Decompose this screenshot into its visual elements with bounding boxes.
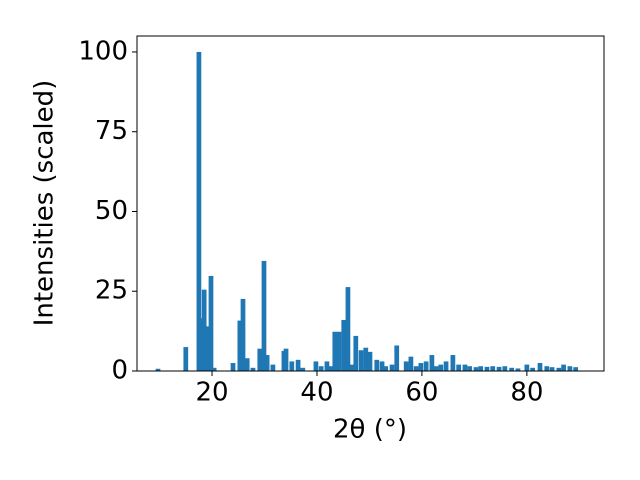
bar xyxy=(353,335,359,371)
y-tick-label: 0 xyxy=(111,356,128,386)
bar xyxy=(289,361,295,371)
bar xyxy=(561,364,566,371)
bar xyxy=(549,367,555,371)
bar xyxy=(524,364,530,371)
plot-frame xyxy=(136,35,605,372)
bar xyxy=(484,366,490,371)
bar xyxy=(318,366,324,371)
bar xyxy=(201,289,207,371)
bar xyxy=(358,350,364,371)
bar xyxy=(237,320,243,371)
bar xyxy=(467,366,473,371)
bar xyxy=(155,368,161,371)
bar xyxy=(423,361,429,371)
bar xyxy=(509,367,515,371)
bar xyxy=(240,298,246,371)
bar xyxy=(473,367,479,371)
y-tick-label: 25 xyxy=(95,276,128,306)
bar xyxy=(250,367,256,371)
bar xyxy=(211,367,217,371)
x-tick-label: 40 xyxy=(300,378,333,408)
bar xyxy=(328,366,334,371)
bar xyxy=(418,363,424,371)
bar xyxy=(208,275,214,371)
bar xyxy=(544,366,550,371)
bar xyxy=(490,366,496,371)
bar xyxy=(556,367,562,371)
bar xyxy=(204,326,210,371)
bar xyxy=(429,355,435,371)
bar xyxy=(230,363,236,371)
x-tick-label: 60 xyxy=(405,378,438,408)
bar xyxy=(379,361,385,371)
x-tick-label: 80 xyxy=(510,378,543,408)
bar xyxy=(403,361,409,371)
bar xyxy=(462,364,468,371)
bar xyxy=(502,366,508,371)
bar xyxy=(408,356,414,371)
x-axis-label: 2θ (°) xyxy=(333,415,407,445)
bar xyxy=(389,364,395,371)
bar xyxy=(537,363,543,371)
bar xyxy=(374,359,380,371)
bar xyxy=(283,348,289,371)
bar xyxy=(332,331,338,371)
y-tick-label: 50 xyxy=(95,196,128,226)
bar xyxy=(198,318,204,371)
x-tick-label: 20 xyxy=(195,378,228,408)
bar xyxy=(341,319,347,371)
y-tick-label: 75 xyxy=(95,116,128,146)
bar xyxy=(478,366,484,371)
bar xyxy=(567,366,573,371)
bar xyxy=(383,366,389,371)
bar xyxy=(394,345,400,371)
bar xyxy=(438,364,444,371)
bar xyxy=(264,355,270,371)
bar xyxy=(244,358,250,371)
bar xyxy=(363,347,369,371)
bar xyxy=(345,287,351,371)
bar xyxy=(530,367,535,371)
bar xyxy=(515,368,521,371)
bar xyxy=(257,348,263,371)
bar xyxy=(270,364,276,371)
bar xyxy=(450,355,456,371)
bar xyxy=(183,347,189,371)
y-axis-label: Intensities (scaled) xyxy=(30,80,60,327)
bar xyxy=(295,359,301,371)
bar xyxy=(496,366,502,371)
bar xyxy=(324,361,330,371)
bar xyxy=(456,364,462,371)
bar xyxy=(349,364,355,371)
bar xyxy=(413,366,419,371)
bar xyxy=(367,351,373,371)
bar xyxy=(336,331,342,371)
bar xyxy=(573,367,579,371)
y-tick-label: 100 xyxy=(78,36,128,66)
bar xyxy=(313,361,319,371)
bar xyxy=(433,366,439,371)
bar xyxy=(300,367,306,371)
bar xyxy=(443,361,449,371)
bar xyxy=(196,51,202,371)
bar xyxy=(261,260,267,371)
